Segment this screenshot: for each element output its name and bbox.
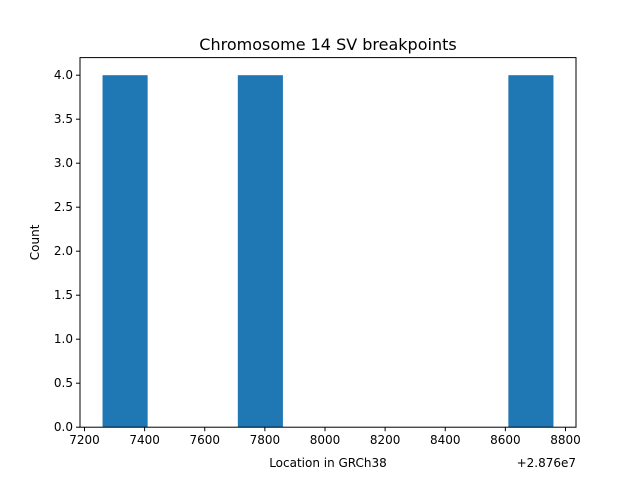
x-axis-ticks: 7200 7400 7600 7800 8000 8200 8400 8600 8800	[69, 427, 581, 447]
y-tick-label: 3.5	[54, 112, 73, 126]
x-tick-label: 7800	[250, 433, 281, 447]
histogram-bar-9	[508, 75, 554, 428]
bars-group	[102, 75, 554, 428]
y-tick-label: 0.5	[54, 376, 73, 390]
x-tick-label: 7400	[129, 433, 160, 447]
x-axis-label: Location in GRCh38	[269, 456, 387, 470]
x-offset-label: +2.876e7	[517, 456, 576, 470]
x-tick-label: 7200	[69, 433, 100, 447]
x-tick-label: 8600	[490, 433, 521, 447]
y-axis-label: Count	[28, 224, 42, 260]
histogram-bar-0	[102, 75, 148, 428]
y-tick-label: 4.0	[54, 68, 73, 82]
y-tick-label: 1.5	[54, 288, 73, 302]
chart-title: Chromosome 14 SV breakpoints	[199, 35, 456, 54]
x-tick-label: 7600	[189, 433, 220, 447]
y-tick-label: 2.5	[54, 200, 73, 214]
y-tick-label: 1.0	[54, 332, 73, 346]
x-tick-label: 8400	[430, 433, 461, 447]
y-axis-ticks: 0.0 0.5 1.0 1.5 2.0 2.5 3.0 3.5 4.0	[54, 68, 80, 434]
y-tick-label: 2.0	[54, 244, 73, 258]
x-tick-label: 8200	[370, 433, 401, 447]
y-tick-label: 3.0	[54, 156, 73, 170]
axes-frame	[79, 57, 577, 428]
x-tick-label: 8000	[310, 433, 341, 447]
histogram-bar-3	[237, 75, 283, 428]
x-tick-label: 8800	[550, 433, 581, 447]
y-tick-label: 0.0	[54, 420, 73, 434]
